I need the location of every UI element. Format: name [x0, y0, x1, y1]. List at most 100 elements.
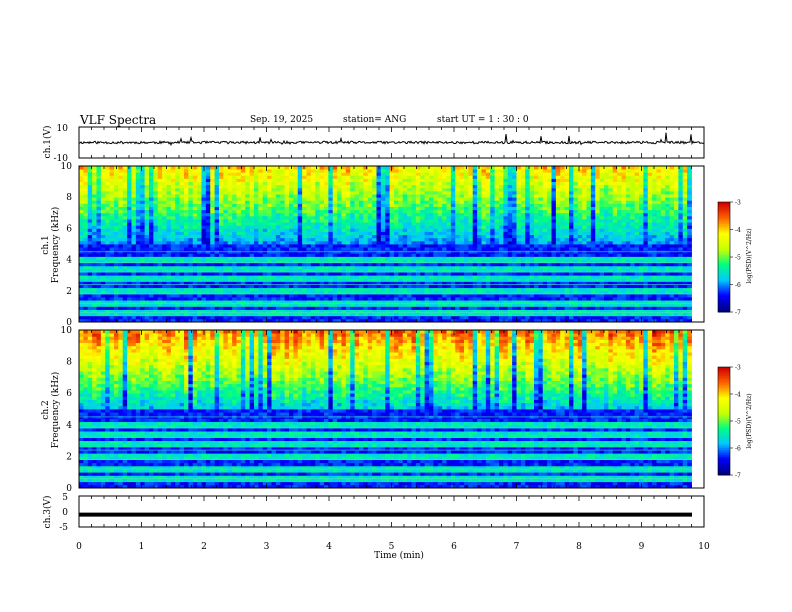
spectrogram-cell — [162, 184, 167, 189]
spectrogram-cell — [429, 278, 434, 282]
spectrogram-cell — [127, 262, 132, 267]
spectrogram-cell — [223, 197, 229, 201]
spectrogram-cell — [289, 265, 294, 270]
spectrogram-cell — [267, 231, 272, 236]
spectrogram-cell — [464, 290, 469, 295]
spectrogram-cell — [350, 209, 356, 214]
spectrogram-cell — [328, 300, 334, 304]
spectrogram-cell — [105, 253, 111, 257]
spectrogram-cell — [162, 209, 167, 214]
spectrogram-cell — [109, 253, 115, 257]
spectrogram-cell — [310, 215, 316, 220]
spectrogram-cell — [372, 300, 377, 304]
spectrogram-cell — [118, 293, 124, 298]
spectrogram-cell — [135, 172, 141, 176]
spectrogram-cell — [350, 181, 356, 186]
spectrogram-cell — [363, 247, 369, 251]
spectrogram-cell — [144, 297, 150, 301]
spectrogram-cell — [494, 287, 500, 292]
spectrogram-cell — [398, 262, 404, 267]
spectrogram-cell — [157, 190, 163, 195]
spectrogram-cell — [219, 287, 224, 292]
spectrogram-cell — [481, 181, 487, 186]
spectrogram-cell — [153, 172, 159, 176]
spectrogram-cell — [262, 312, 268, 317]
spectrogram-cell — [232, 175, 237, 179]
spectrogram-cell — [149, 315, 154, 320]
spectrogram-cell — [149, 209, 154, 214]
spectrogram-cell — [92, 287, 97, 292]
spectrogram-cell — [267, 253, 272, 257]
spectrogram-cell — [105, 222, 111, 226]
spectrogram-cell — [192, 318, 198, 323]
spectrogram-cell — [254, 287, 259, 292]
spectrogram-cell — [306, 187, 312, 192]
spectrogram-cell — [446, 237, 452, 242]
spectrogram-cell — [179, 197, 185, 201]
spectrogram-cell — [236, 318, 242, 323]
spectrogram-cell — [402, 175, 408, 179]
spectrogram-cell — [280, 284, 286, 289]
spectrogram-cell — [477, 209, 482, 214]
spectrogram-cell — [149, 194, 154, 198]
spectrogram-cell — [271, 234, 277, 239]
spectrogram-cell — [166, 175, 172, 179]
spectrogram-cell — [363, 184, 369, 189]
spectrogram-cell — [420, 181, 426, 186]
spectrogram-cell — [481, 209, 487, 214]
spectrogram-cell — [411, 247, 417, 251]
spectrogram-cell — [249, 247, 255, 251]
spectrogram-cell — [175, 215, 181, 220]
spectrogram-cell — [79, 231, 84, 236]
spectrogram-cell — [420, 247, 426, 251]
spectrogram-cell — [407, 312, 412, 317]
spectrogram-cell — [122, 209, 128, 214]
spectrogram-cell — [459, 275, 465, 279]
spectrogram-cell — [227, 247, 233, 251]
spectrogram-cell — [105, 172, 111, 176]
spectrogram-cell — [201, 278, 207, 282]
spectrogram-cell — [468, 228, 474, 232]
spectrogram-cell — [210, 197, 216, 201]
spectrogram-cell — [376, 303, 382, 307]
spectrogram-cell — [367, 184, 373, 189]
spectrogram-cell — [407, 247, 412, 251]
spectrogram-cell — [109, 275, 115, 279]
spectrogram-cell — [240, 284, 246, 289]
spectrogram-cell — [297, 309, 303, 314]
spectrogram-cell — [490, 190, 496, 195]
spectrogram-cell — [79, 215, 84, 220]
spectrogram-cell — [420, 281, 426, 285]
spectrogram-cell — [455, 318, 461, 323]
spectrogram-cell — [197, 203, 202, 207]
spectrogram-cell — [363, 172, 369, 176]
spectrogram-cell — [499, 309, 504, 314]
spectrogram-cell — [328, 212, 334, 217]
spectrogram-cell — [468, 219, 474, 223]
spectrogram-cell — [109, 259, 115, 264]
spectrogram-cell — [503, 240, 509, 245]
spectrogram-cell — [424, 300, 430, 304]
spectrogram-cell — [280, 281, 286, 285]
spectrogram-cell — [310, 231, 316, 236]
spectrogram-cell — [306, 219, 312, 223]
spectrogram-cell — [372, 278, 377, 282]
spectrogram-cell — [359, 175, 364, 179]
spectrogram-cell — [328, 293, 334, 298]
spectrogram-cell — [394, 318, 399, 323]
spectrogram-cell — [464, 190, 469, 195]
spectrogram-cell — [140, 203, 146, 207]
spectrogram-cell — [114, 244, 119, 248]
spectrogram-cell — [499, 197, 504, 201]
spectrogram-cell — [319, 200, 325, 204]
spectrogram-cell — [271, 265, 277, 270]
spectrogram-cell — [402, 253, 408, 257]
spectrogram-cell — [258, 190, 264, 195]
spectrogram-cell — [127, 256, 132, 260]
spectrogram-cell — [481, 200, 487, 204]
spectrogram-cell — [240, 240, 246, 245]
spectrogram-cell — [472, 212, 478, 217]
spectrogram-cell — [415, 234, 421, 239]
spectrogram-cell — [389, 312, 395, 317]
spectrogram-cell — [455, 290, 461, 295]
